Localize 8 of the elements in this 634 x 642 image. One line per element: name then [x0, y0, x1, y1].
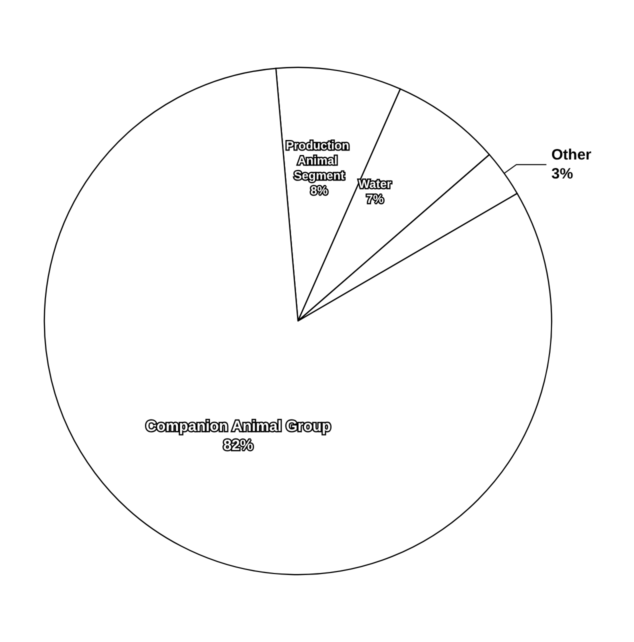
slice-label: Other [551, 146, 592, 164]
data-label: 8% [310, 183, 328, 198]
slice-label: Companion Animal Group [146, 418, 331, 436]
slice-label: Production Animal Segment [286, 138, 353, 182]
data-label: 7% [366, 192, 384, 206]
slice-label: Water [358, 177, 392, 192]
data-label: 3% [551, 166, 574, 183]
data-label: 82% [223, 437, 254, 454]
